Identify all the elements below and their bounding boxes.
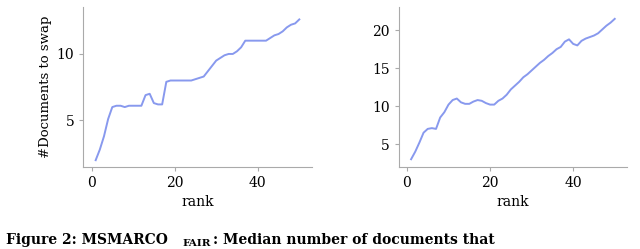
Y-axis label: #Documents to swap: #Documents to swap bbox=[40, 16, 52, 158]
X-axis label: rank: rank bbox=[497, 195, 529, 209]
Text: FAIR: FAIR bbox=[182, 239, 211, 248]
Text: Figure 2: MSMARCO: Figure 2: MSMARCO bbox=[6, 233, 168, 247]
X-axis label: rank: rank bbox=[181, 195, 214, 209]
Text: : Median number of documents that: : Median number of documents that bbox=[213, 233, 495, 247]
